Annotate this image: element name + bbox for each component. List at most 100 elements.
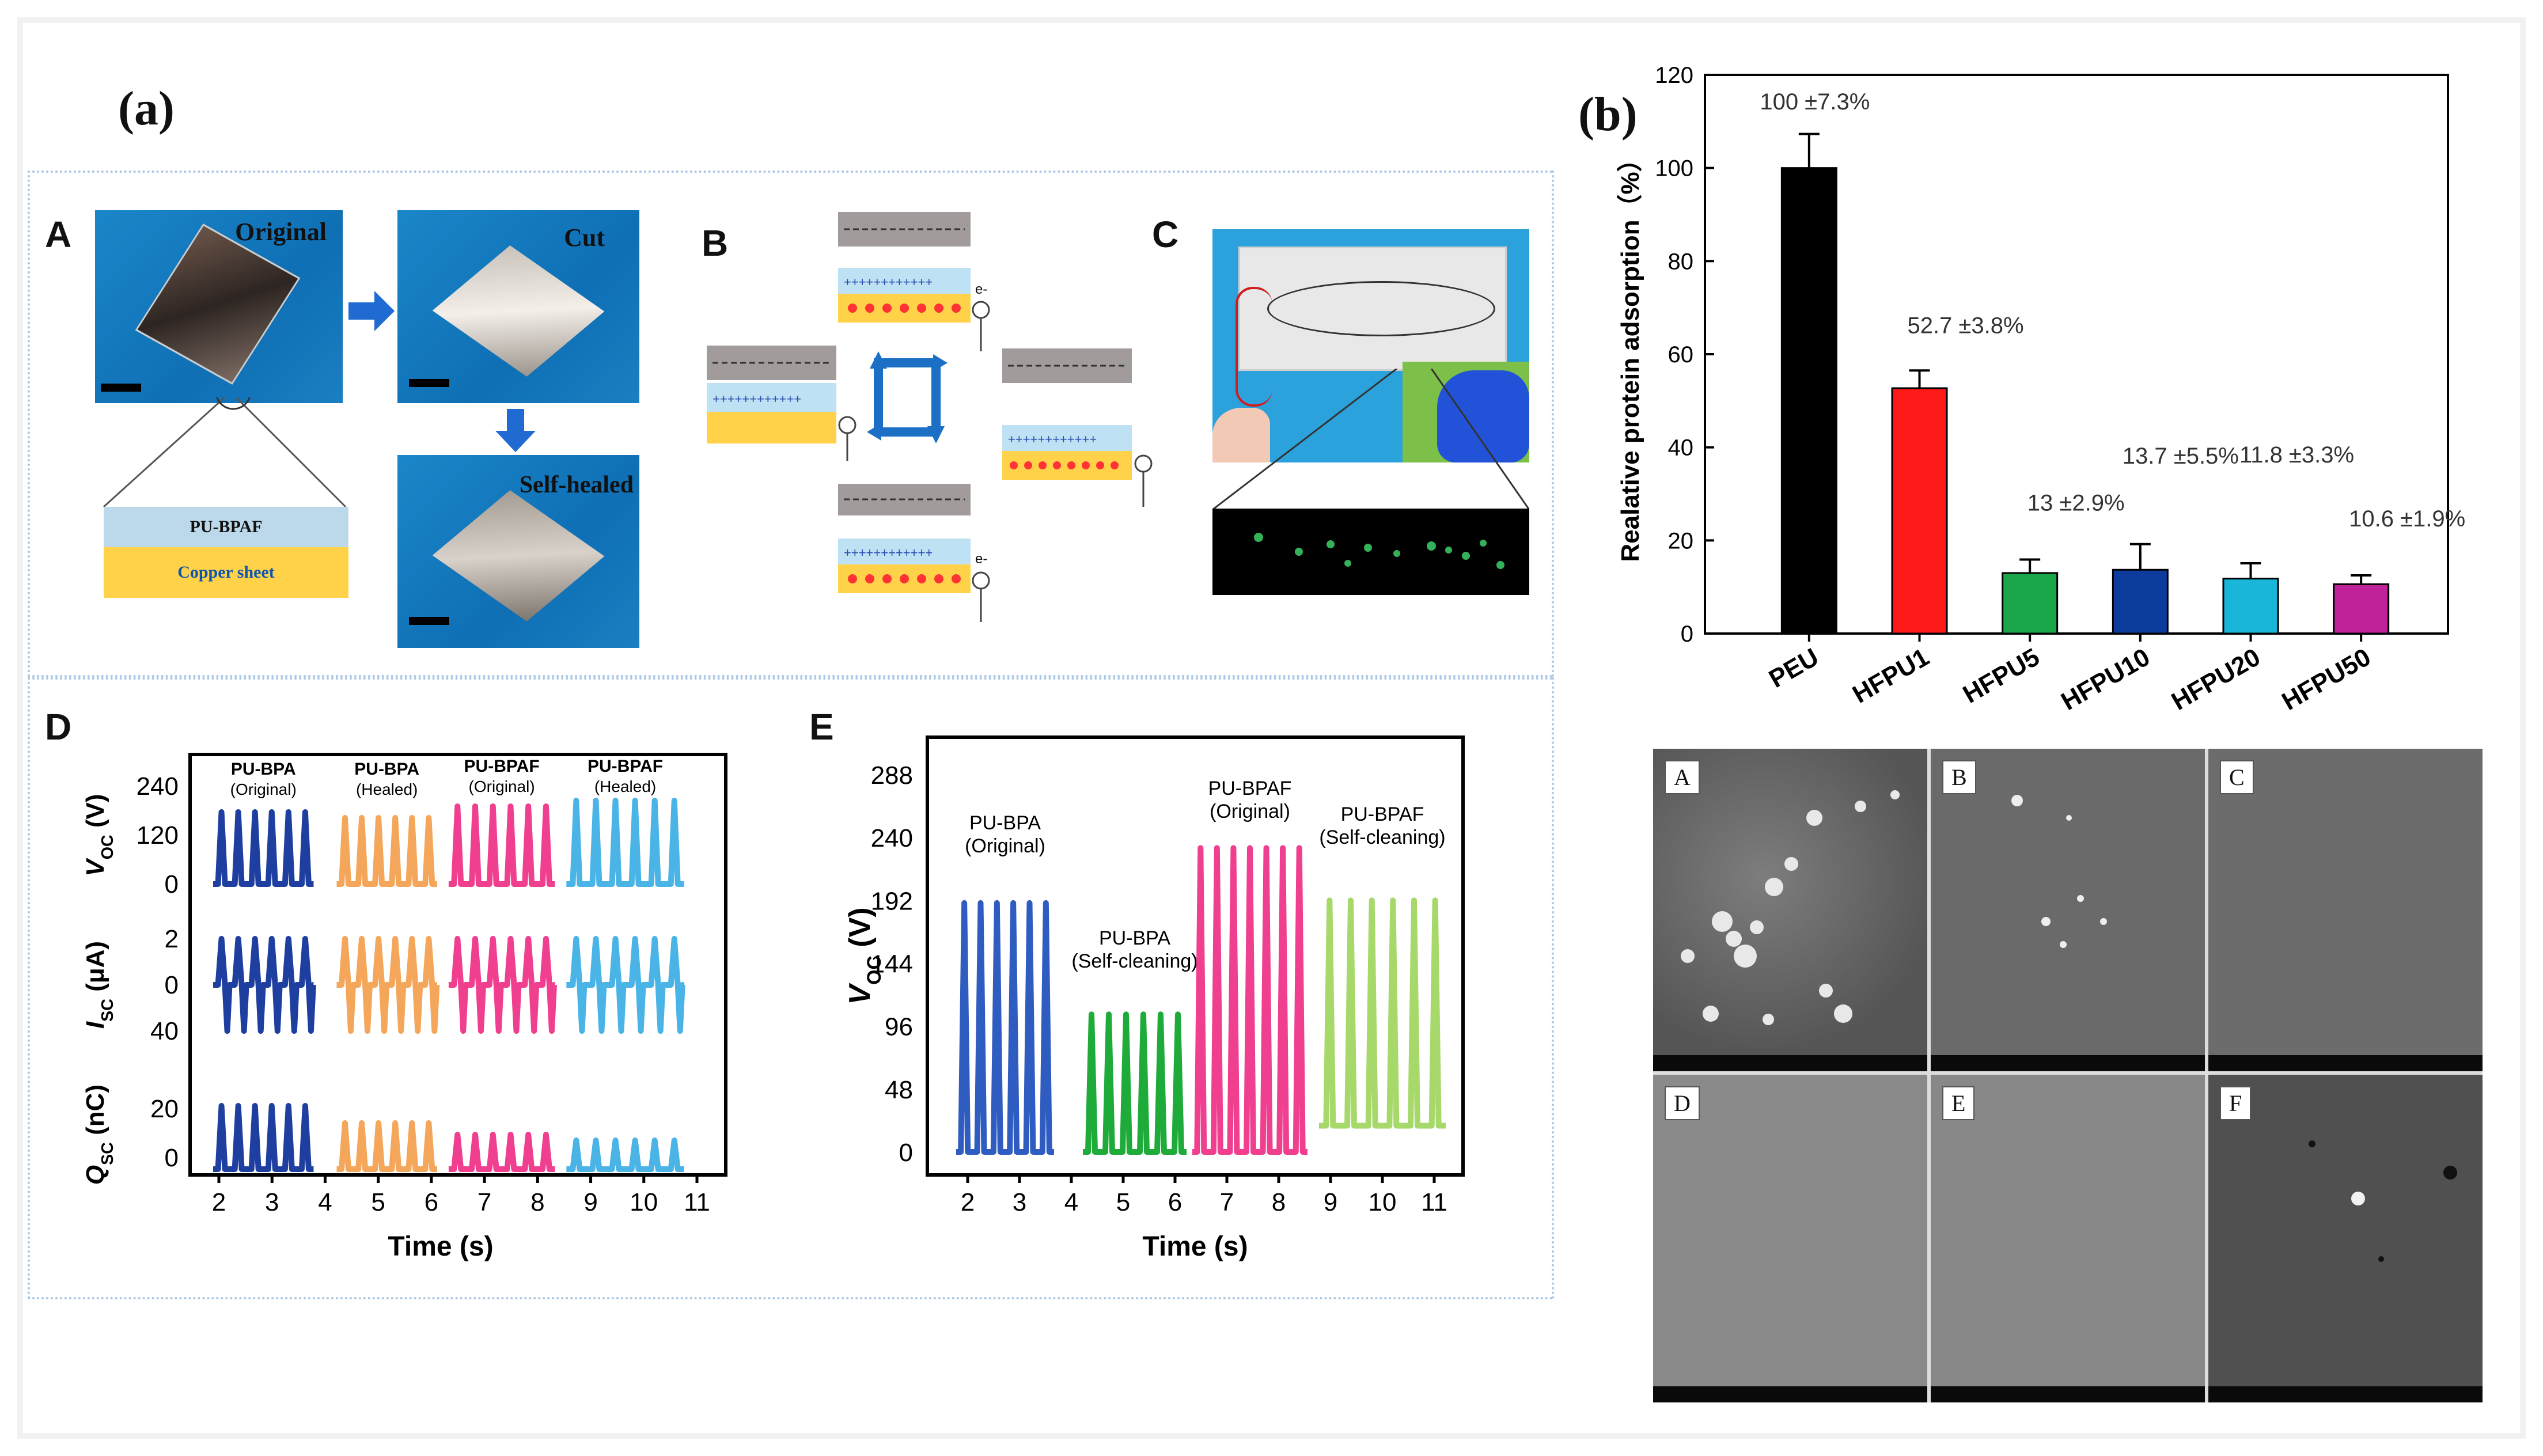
y-axis-label: VOC (V) [81,794,117,876]
voc-trace [448,803,555,887]
x-tick-label: 9 [1324,1188,1337,1216]
x-tick-label: PEU [1764,643,1824,693]
voc-trace [336,815,437,887]
y-tick-label: 0 [165,971,179,999]
x-tick-label: 3 [265,1188,279,1216]
group-name: PU-BPAF [588,757,663,776]
group-state: (Original) [1210,801,1290,822]
original-label: Original [235,218,327,246]
layer-diagram: PU-BPAF Copper sheet [104,507,348,599]
sem-scale-strip [1931,1055,2205,1071]
copper-plate [135,223,301,385]
subpanel-B-letter: B [702,222,729,264]
protein-dots [2011,795,2107,948]
group-state: (Self-cleaning) [1319,826,1445,848]
x-tick-label: 4 [1064,1188,1078,1216]
svg-text:++++++++++++: ++++++++++++ [713,392,801,406]
qsc-trace [336,1120,437,1172]
y-tick-label: 288 [871,761,913,790]
subpanel-D-letter: D [45,706,72,748]
svg-text:e-: e- [975,282,987,297]
y-tick-label: 48 [885,1076,913,1104]
original-photo: Original [95,210,343,403]
cut-photo: Cut [397,210,639,403]
group-name: PU-BPA [1099,927,1170,949]
healed-label: Self-healed [519,472,634,498]
healed-plate [432,490,605,621]
x-tick-label: 10 [1369,1188,1397,1216]
protein-aggregates [1681,790,1900,1025]
isc-trace [213,936,316,1034]
sem-label-E: E [1942,1086,1975,1120]
qsc-trace [213,1103,314,1172]
breadboard-photo [1212,229,1529,462]
cut-label: Cut [564,223,605,252]
svg-text:++++++++++++: ++++++++++++ [844,545,933,560]
subpanel-A-letter: A [45,214,72,255]
bar [1891,387,1948,635]
y-tick-label: 40 [150,1017,179,1045]
panel-a-label: (a) [118,82,175,135]
led-ellipse [1267,281,1495,336]
group-state: (Healed) [356,780,418,798]
panel-a-top-box [28,170,1554,677]
y-axis-label: VOC (V) [843,907,885,1004]
x-tick-label: 5 [1116,1188,1130,1216]
panel-E-chart: 288 240 192 144 96 48 0 VOC (V) 2 3 4 5 6 7 8 9 10 11 Time… [843,735,1465,1262]
glove [1437,370,1529,462]
copper-sheet-layer: Copper sheet [104,547,348,598]
value-label: 13.7 ±5.5% [2123,443,2239,469]
sem-image-C: C [2208,749,2483,1071]
sem-scale-strip [1931,1386,2205,1402]
value-label: 100 ±7.3% [1760,89,1870,115]
sem-label-D: D [1665,1086,1700,1120]
value-label: 11.8 ±3.3% [2239,442,2354,468]
sem-scale-strip [2208,1055,2483,1071]
value-label: 13 ±2.9% [2027,490,2125,515]
sem-label-B: B [1942,760,1976,794]
x-tick-label: 10 [630,1188,658,1216]
voc-trace [213,809,314,887]
x-tick-label: HFPU1 [1848,643,1934,709]
group-name: PU-BPAF [464,757,540,776]
sem-image-A: A [1653,749,1927,1071]
y-tick-label: 20 [1668,528,1694,553]
sem-image-B: B [1931,749,2205,1071]
scale-bar [409,379,449,387]
isc-trace [336,936,440,1034]
x-tick-label: 7 [1220,1188,1234,1216]
teng-cycle-diagram: ++++++++++++ e- ++++++++++++ +++++++++++… [707,212,1153,622]
sem-scale-strip [2208,1386,2483,1402]
x-tick-label: 8 [530,1188,544,1216]
x-tick-label: 8 [1272,1188,1286,1216]
panel-b-label: (b) [1578,88,1638,141]
sem-grid: A B C D E F [1653,749,2483,1402]
arrow-right-icon [348,291,395,331]
y-tick-label: 20 [150,1095,179,1123]
x-tick-label: HFPU10 [2056,643,2155,716]
panel-a-bottom-box [28,677,1554,1299]
group-name: PU-BPA [969,812,1041,834]
surface-pits [2309,1140,2457,1262]
glowing-leds-photo [1212,509,1529,595]
x-tick-label: 5 [371,1188,385,1216]
y-tick-label: 0 [899,1139,913,1167]
isc-trace [566,936,685,1034]
y-tick-label: 80 [1668,249,1694,274]
sem-image-E: E [1931,1075,2205,1402]
y-tick-label: 120 [137,821,179,850]
y-tick-label: 96 [885,1013,913,1041]
bar [2002,572,2059,635]
group-state: (Original) [469,778,535,795]
arrow-down-icon [495,409,536,452]
x-tick-label: 9 [583,1188,597,1216]
x-tick-label: HFPU5 [1958,643,2044,709]
y-tick-label: 192 [871,887,913,915]
x-tick-label: 2 [212,1188,226,1216]
y-tick-label: 2 [165,925,179,953]
y-tick-label: 100 [1655,156,1693,181]
x-tick-label: 11 [684,1188,710,1216]
value-label: 10.6 ±1.9% [2349,506,2465,532]
sem-scale-strip [1653,1055,1927,1071]
